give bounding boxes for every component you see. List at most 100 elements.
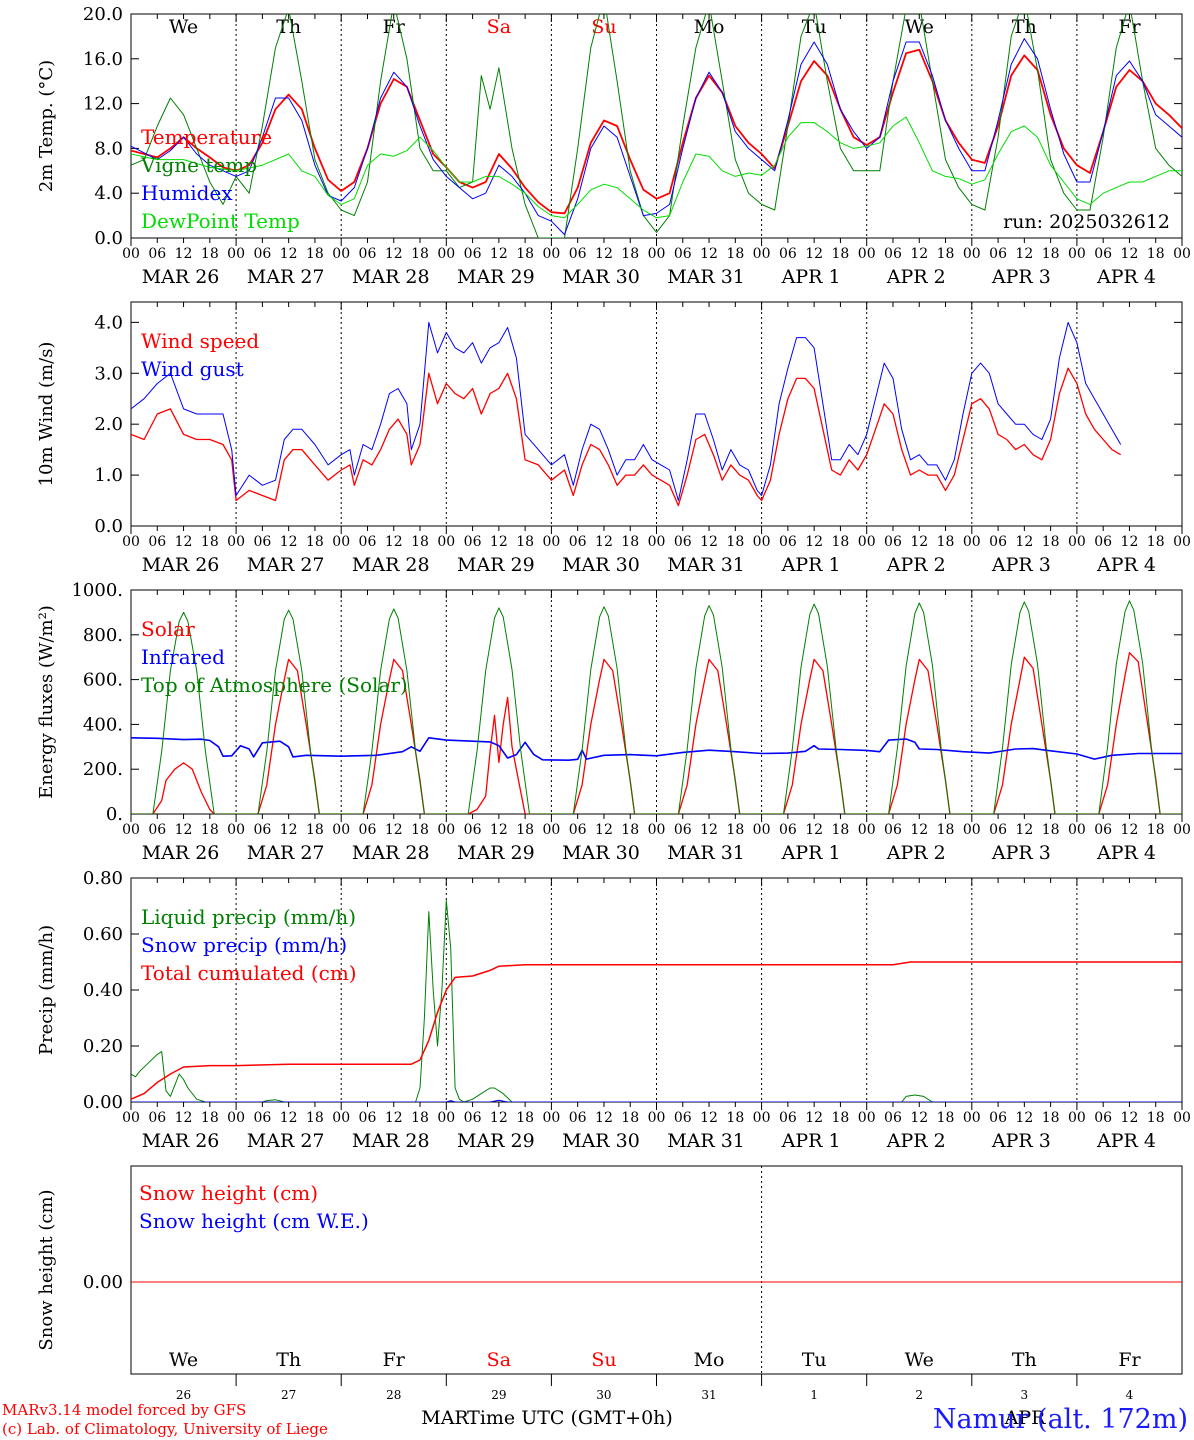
y-axis-title: 10m Wind (m/s): [36, 342, 57, 487]
day-label: MAR 28: [352, 1130, 430, 1152]
hour-tick-label: 00: [437, 822, 455, 838]
hour-tick-label: 00: [648, 534, 666, 550]
hour-tick-label: 00: [437, 246, 455, 262]
day-label: APR 4: [1096, 842, 1156, 864]
hour-tick-label: 18: [621, 534, 639, 550]
series-group: [131, 899, 1182, 1102]
hour-tick-label: 06: [148, 1110, 166, 1126]
hour-tick-label: 06: [148, 534, 166, 550]
day-label: MAR 28: [352, 842, 430, 864]
hour-tick-label: 00: [963, 1110, 981, 1126]
hour-tick-label: 00: [963, 534, 981, 550]
hour-tick-label: 06: [674, 1110, 692, 1126]
hour-tick-label: 12: [805, 246, 823, 262]
weekday-label: Fr: [383, 1349, 406, 1371]
hour-tick-label: 12: [910, 246, 928, 262]
y-tick-label: 20.0: [83, 4, 123, 25]
hour-tick-label: 18: [726, 534, 744, 550]
y-tick-label: 1.0: [94, 465, 123, 486]
day-number: 31: [701, 1388, 716, 1402]
hour-tick-label: 18: [1147, 822, 1165, 838]
legend-total-cumulated-cm: Total cumulated (cm): [141, 961, 357, 985]
hour-tick-label: 00: [1173, 246, 1191, 262]
hour-tick-label: 18: [726, 822, 744, 838]
series-line-vigne-temp: [131, 14, 1182, 238]
hour-tick-label: 18: [306, 246, 324, 262]
hour-tick-label: 06: [1094, 534, 1112, 550]
legend-snow-height-cm-w-e: Snow height (cm W.E.): [139, 1209, 369, 1233]
hour-tick-label: 06: [569, 246, 587, 262]
hour-tick-label: 12: [1121, 822, 1139, 838]
day-number: 30: [596, 1388, 611, 1402]
hour-tick-label: 06: [989, 822, 1007, 838]
hour-tick-label: 00: [1068, 246, 1086, 262]
hour-tick-label: 00: [1068, 534, 1086, 550]
hour-tick-label: 12: [1015, 1110, 1033, 1126]
hour-tick-label: 00: [648, 822, 666, 838]
hour-tick-label: 06: [884, 822, 902, 838]
day-number: 29: [491, 1388, 506, 1402]
day-label: APR 2: [886, 266, 946, 288]
hour-tick-label: 18: [306, 1110, 324, 1126]
hour-tick-label: 18: [1042, 822, 1060, 838]
weekday-label: Tu: [802, 1349, 827, 1371]
hour-tick-label: 18: [937, 1110, 955, 1126]
hour-tick-label: 00: [122, 1110, 140, 1126]
day-label: APR 1: [781, 842, 841, 864]
day-label: MAR 28: [352, 554, 430, 576]
weekday-label: Tu: [802, 16, 827, 38]
hour-tick-label: 00: [753, 534, 771, 550]
day-label: MAR 31: [667, 554, 745, 576]
day-label: MAR 30: [562, 554, 640, 576]
hour-tick-label: 18: [726, 1110, 744, 1126]
hour-tick-label: 06: [253, 534, 271, 550]
series-line-humidex: [131, 38, 1182, 236]
day-number: 28: [386, 1388, 401, 1402]
hour-tick-label: 12: [595, 534, 613, 550]
day-label: MAR 26: [142, 266, 220, 288]
hour-tick-label: 18: [516, 822, 534, 838]
hour-tick-label: 00: [1068, 822, 1086, 838]
hour-tick-label: 12: [490, 1110, 508, 1126]
day-label: APR 4: [1096, 1130, 1156, 1152]
legend-humidex: Humidex: [141, 181, 233, 205]
hour-tick-label: 00: [542, 534, 560, 550]
hour-tick-label: 00: [858, 1110, 876, 1126]
x-axis-title: Time UTC (GMT+0h): [467, 1407, 673, 1429]
hour-tick-label: 18: [411, 246, 429, 262]
hour-tick-label: 18: [1042, 246, 1060, 262]
hour-tick-label: 00: [437, 1110, 455, 1126]
weekday-label: We: [905, 16, 934, 38]
hour-tick-label: 00: [332, 822, 350, 838]
legend-temperature: Temperature: [141, 125, 272, 149]
hour-tick-label: 12: [595, 246, 613, 262]
hour-tick-label: 00: [963, 246, 981, 262]
day-label: MAR 29: [457, 266, 535, 288]
hour-tick-label: 12: [700, 822, 718, 838]
hour-tick-label: 00: [227, 534, 245, 550]
panel-4: 00 06 12 18 00 06 12 18 00 06 12 18 00 06 12 18 00 06 12 18…: [36, 868, 1191, 1152]
hour-tick-label: 18: [306, 534, 324, 550]
y-axis-title: Snow height (cm): [36, 1189, 57, 1350]
hour-tick-label: 00: [542, 1110, 560, 1126]
hour-tick-label: 06: [674, 534, 692, 550]
hour-tick-label: 06: [464, 246, 482, 262]
hour-tick-label: 00: [332, 534, 350, 550]
hour-tick-label: 12: [700, 1110, 718, 1126]
hour-tick-label: 12: [490, 246, 508, 262]
hour-tick-label: 12: [1015, 822, 1033, 838]
day-label: MAR 31: [667, 1130, 745, 1152]
day-label: MAR 27: [247, 842, 325, 864]
hour-tick-label: 12: [385, 534, 403, 550]
hour-tick-label: 00: [858, 822, 876, 838]
hour-tick-label: 06: [359, 534, 377, 550]
hour-tick-label: 12: [805, 534, 823, 550]
hour-tick-label: 18: [937, 822, 955, 838]
day-label: MAR 29: [457, 554, 535, 576]
hour-tick-label: 06: [779, 246, 797, 262]
hour-tick-label: 00: [122, 246, 140, 262]
hour-tick-label: 18: [201, 534, 219, 550]
hour-tick-label: 06: [989, 534, 1007, 550]
day-label: APR 2: [886, 842, 946, 864]
hour-tick-label: 00: [122, 822, 140, 838]
